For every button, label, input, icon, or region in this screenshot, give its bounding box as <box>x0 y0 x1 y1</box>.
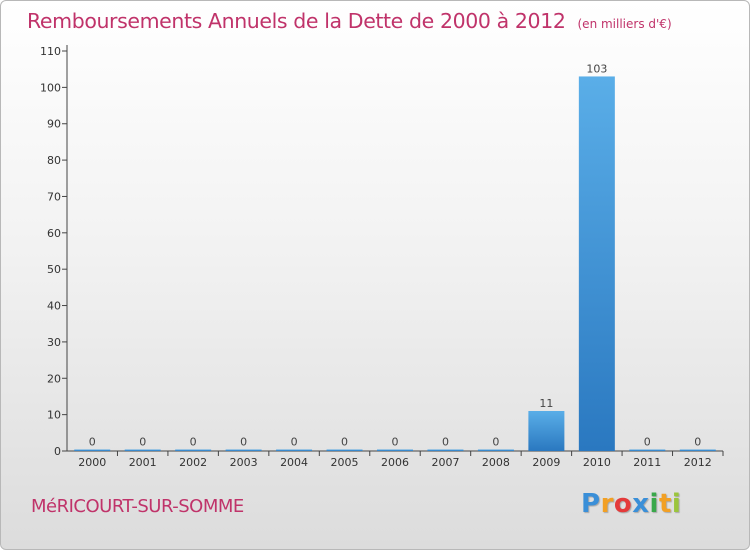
bar <box>276 449 313 451</box>
data-label: 11 <box>539 397 553 410</box>
x-tick-label: 2004 <box>280 456 308 469</box>
y-tick-label: 80 <box>47 154 61 167</box>
data-label: 0 <box>392 436 399 449</box>
data-label: 0 <box>442 436 449 449</box>
data-label: 0 <box>291 436 298 449</box>
y-tick-label: 10 <box>47 409 61 422</box>
town-name: MéRICOURT-SUR-SOMME <box>31 496 244 517</box>
bar <box>377 449 413 451</box>
bar <box>427 449 464 451</box>
bar <box>175 449 212 451</box>
data-label: 0 <box>190 436 197 449</box>
y-tick-label: 40 <box>47 300 61 313</box>
bar <box>578 76 615 452</box>
data-label: 103 <box>586 62 607 75</box>
x-tick-label: 2003 <box>230 456 258 469</box>
x-axis: 2000 2001 2002 2003 2004 2005 2006 2007 2008 2009… <box>67 450 724 469</box>
bar <box>124 449 161 451</box>
data-label: 0 <box>240 436 247 449</box>
x-tick-label: 2010 <box>583 456 611 469</box>
data-label: 0 <box>341 436 348 449</box>
y-tick-label: 100 <box>40 81 61 94</box>
data-label: 0 <box>139 436 146 449</box>
y-tick-label: 30 <box>47 336 61 349</box>
bar <box>74 449 111 451</box>
bar <box>477 449 514 451</box>
x-tick-label: 2000 <box>78 456 106 469</box>
data-label: 0 <box>694 436 701 449</box>
title-row: Remboursements Annuels de la Dette de 20… <box>27 9 672 33</box>
data-labels: 0 0 0 0 0 0 0 0 0 11 103 0 0 <box>89 62 702 448</box>
data-label: 0 <box>89 436 96 449</box>
y-tick-label: 90 <box>47 118 61 131</box>
y-tick-label: 110 <box>40 45 61 58</box>
bar <box>679 449 716 451</box>
bar <box>629 449 666 451</box>
x-tick-label: 2009 <box>532 456 560 469</box>
data-label: 0 <box>492 436 499 449</box>
y-tick-label: 60 <box>47 227 61 240</box>
proxiti-logo[interactable]: Proxiti <box>581 489 682 519</box>
y-axis: 0 10 20 30 40 50 60 70 80 90 100 110 <box>40 45 68 458</box>
bars <box>74 76 716 452</box>
chart-title: Remboursements Annuels de la Dette de 20… <box>27 9 566 33</box>
x-tick-label: 2011 <box>633 456 661 469</box>
x-tick-label: 2008 <box>482 456 510 469</box>
x-tick-label: 2001 <box>129 456 157 469</box>
data-label: 0 <box>644 436 651 449</box>
x-tick-label: 2002 <box>179 456 207 469</box>
bar <box>326 449 363 451</box>
bar <box>528 411 565 451</box>
x-tick-label: 2012 <box>684 456 712 469</box>
y-tick-label: 0 <box>54 445 61 458</box>
chart-unit: (en milliers d'€) <box>577 17 672 31</box>
bar <box>225 449 262 451</box>
y-tick-label: 50 <box>47 263 61 276</box>
x-tick-label: 2005 <box>331 456 359 469</box>
y-tick-label: 70 <box>47 190 61 203</box>
x-tick-label: 2007 <box>431 456 459 469</box>
y-tick-label: 20 <box>47 372 61 385</box>
x-tick-label: 2006 <box>381 456 409 469</box>
